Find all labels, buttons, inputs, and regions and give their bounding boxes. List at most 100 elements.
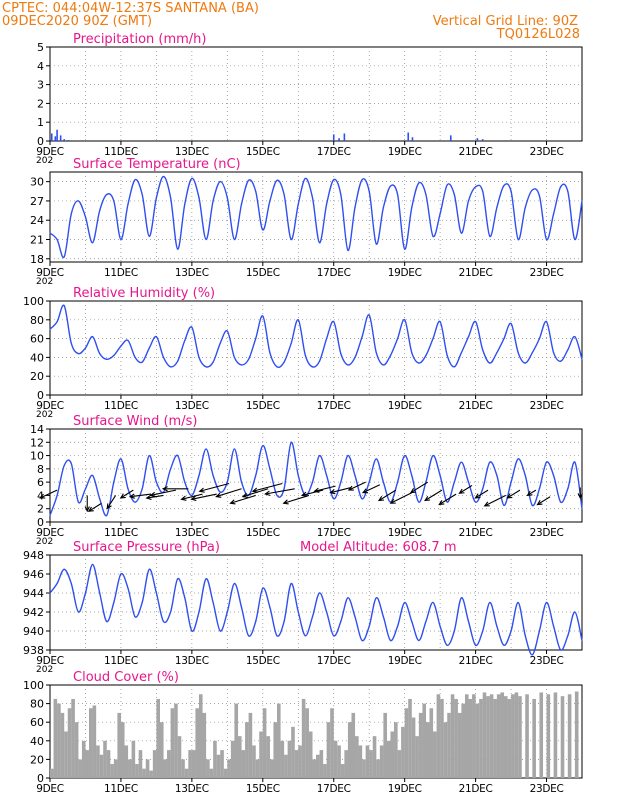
- data-point: [439, 625, 441, 627]
- cloud-bar: [390, 731, 395, 778]
- cloud-bar: [408, 698, 412, 778]
- cloud-bar: [209, 768, 214, 778]
- wind-arrow: [229, 494, 256, 505]
- data-point: [489, 461, 491, 463]
- data-point: [99, 353, 101, 355]
- data-point: [169, 468, 172, 470]
- wind-arrow-shaft: [283, 494, 310, 504]
- data-point: [510, 481, 512, 483]
- wind-arrow-shaft: [424, 489, 443, 501]
- data-point: [340, 353, 342, 355]
- data-point: [347, 597, 349, 599]
- cloud-bar: [280, 740, 285, 778]
- data-point: [169, 197, 172, 199]
- x-tick-label: 21DEC: [459, 783, 493, 795]
- wind-arrow: [577, 487, 583, 500]
- cloud-bar: [248, 712, 253, 778]
- data-point: [304, 635, 306, 637]
- wind-arrow-head: [119, 493, 126, 499]
- data-point: [120, 238, 122, 241]
- cloud-bar: [138, 750, 143, 778]
- x-tick-label: 15DEC: [246, 655, 280, 667]
- data-point: [531, 189, 533, 191]
- x-sublabel: 202: [36, 277, 53, 287]
- cloud-bar: [479, 698, 483, 778]
- y-tick-label: 60: [30, 716, 44, 729]
- data-point: [460, 232, 463, 234]
- data-point: [198, 611, 200, 613]
- cloud-bar: [500, 692, 505, 778]
- header-line-1: CPTEC: 044:04W-12:37S SANTANA (BA): [2, 1, 259, 16]
- data-point: [553, 474, 555, 477]
- wind-arrow: [84, 495, 90, 513]
- data-point: [49, 514, 51, 516]
- cloud-bar: [486, 696, 490, 778]
- y-tick-label: 948: [23, 549, 44, 562]
- series-line: [49, 441, 583, 517]
- data-point: [212, 474, 214, 477]
- wind-arrow-shaft: [252, 482, 283, 492]
- cloud-bar: [298, 745, 302, 778]
- wind-arrow: [458, 484, 473, 494]
- data-point: [84, 488, 87, 490]
- data-point: [63, 464, 65, 467]
- data-point: [545, 601, 548, 604]
- cloud-bar: [57, 703, 61, 778]
- cloud-bar: [422, 703, 426, 778]
- cloud-bar: [135, 764, 139, 778]
- y-tick-label: 0: [37, 389, 44, 402]
- data-point: [276, 635, 278, 637]
- cloud-bar: [415, 736, 419, 778]
- cloud-bar: [472, 694, 476, 778]
- data-point: [411, 474, 413, 477]
- cloud-bar: [131, 740, 136, 778]
- data-point: [70, 462, 72, 465]
- cloud-bar: [152, 750, 157, 778]
- panel-annotation: Model Altitude: 608.7 m: [300, 540, 457, 555]
- y-tick-label: 14: [30, 423, 44, 436]
- cloud-bar: [553, 692, 558, 778]
- cloud-bar: [316, 754, 320, 778]
- data-point: [113, 354, 115, 357]
- data-point: [460, 461, 463, 463]
- data-point: [134, 616, 136, 618]
- cloud-bar: [89, 708, 93, 778]
- data-point: [524, 362, 526, 364]
- y-tick-label: 938: [23, 644, 44, 657]
- wind-arrow-shaft: [537, 496, 551, 506]
- data-point: [432, 601, 434, 604]
- cloud-bar: [174, 703, 178, 778]
- data-point: [446, 501, 448, 503]
- wind-arrow: [149, 489, 177, 498]
- data-point: [538, 488, 541, 490]
- data-point: [382, 206, 384, 208]
- wind-arrow-shaft: [150, 489, 177, 496]
- x-tick-label: 11DEC: [104, 400, 138, 412]
- data-point: [290, 441, 292, 443]
- data-point: [453, 481, 455, 483]
- data-point: [262, 229, 264, 231]
- cloud-bar: [252, 745, 256, 778]
- data-point: [531, 352, 533, 354]
- data-point: [233, 582, 236, 585]
- precip-bar: [343, 133, 346, 141]
- data-point: [141, 488, 143, 490]
- cloud-bar: [493, 698, 497, 778]
- data-point: [184, 203, 186, 205]
- data-point: [475, 321, 477, 323]
- cloud-bar: [230, 740, 235, 778]
- data-point: [375, 458, 377, 460]
- data-point: [120, 345, 122, 347]
- x-tick-label: 13DEC: [175, 655, 209, 667]
- data-point: [382, 364, 384, 366]
- wind-arrow: [438, 493, 457, 506]
- cloud-bar: [457, 712, 462, 778]
- data-point: [418, 182, 420, 184]
- data-point: [574, 611, 576, 613]
- data-point: [70, 342, 72, 344]
- x-tick-label: 13DEC: [175, 400, 209, 412]
- x-tick-label: 19DEC: [388, 400, 422, 412]
- data-point: [304, 354, 306, 357]
- wind-arrow-shaft: [88, 502, 102, 512]
- cloud-bar: [142, 768, 146, 778]
